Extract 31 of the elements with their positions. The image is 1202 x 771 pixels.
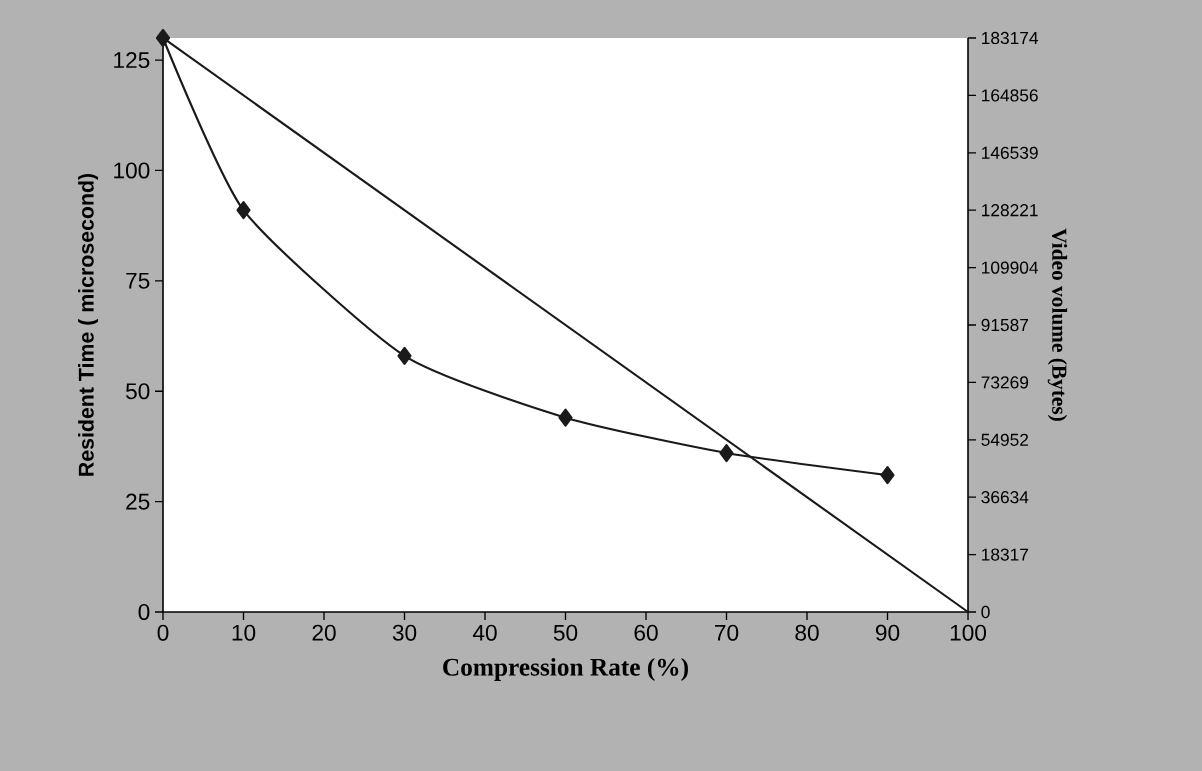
y2-tick-label: 183174 [982,31,1039,45]
y2-tick-label: 109904 [982,261,1039,274]
x-tick-label: 70 [715,624,739,641]
y-tick-label: 100 [114,162,150,179]
y-tick-label: 25 [126,493,150,510]
x-axis-title: Compression Rate (%) [443,657,688,681]
x-tick-label: 20 [312,624,336,641]
y2-tick-label: 54952 [981,433,1029,446]
x-tick-label: 40 [472,624,497,641]
y2-tick-label: 91587 [981,318,1029,332]
y2-tick-label: 146539 [982,146,1038,159]
y2-tick-label: 73269 [981,376,1029,389]
y-axis-title: Resident Time ( microsecond) [78,173,98,476]
y-tick-label: 50 [125,383,150,400]
y-tick-label: 0 [138,603,150,621]
y2-tick-label: 128221 [982,204,1038,217]
x-tick-label: 0 [157,624,169,641]
y2-tick-label: 0 [981,605,990,619]
x-tick-label: 80 [795,624,819,641]
y2-axis-title: Video volume (Bytes) [1047,228,1068,421]
x-tick-label: 10 [232,624,256,641]
y-tick-label: 75 [126,272,150,289]
x-tick-label: 100 [950,624,987,641]
y2-tick-label: 164856 [982,89,1038,102]
y2-tick-label: 18317 [982,548,1029,561]
x-tick-label: 60 [634,624,658,641]
y-tick-label: 125 [114,52,150,69]
x-tick-label: 50 [553,624,578,641]
y2-tick-label: 36634 [981,491,1029,504]
x-tick-label: 30 [392,624,417,641]
x-tick-label: 90 [875,624,900,641]
